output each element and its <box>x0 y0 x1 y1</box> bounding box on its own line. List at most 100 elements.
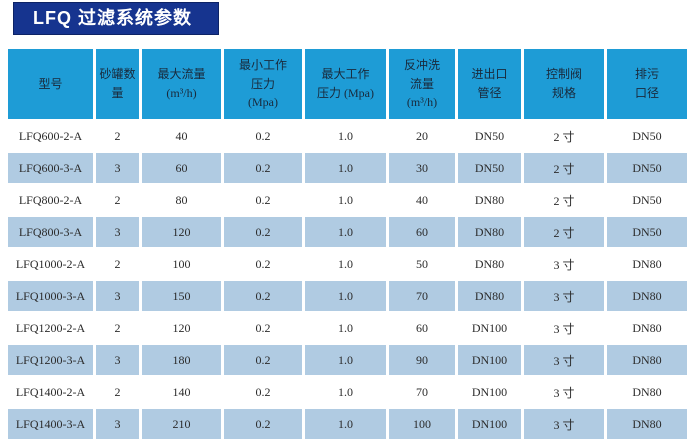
cell-pipe-diameter: DN100 <box>458 377 521 407</box>
cell-valve-spec: 2 寸 <box>524 217 604 247</box>
column-header-model: 型号 <box>8 49 93 119</box>
cell-max-pressure: 1.0 <box>305 313 386 343</box>
cell-min-pressure: 0.2 <box>224 313 302 343</box>
cell-model: LFQ800-3-A <box>8 217 93 247</box>
cell-valve-spec: 3 寸 <box>524 377 604 407</box>
cell-min-pressure: 0.2 <box>224 153 302 183</box>
table-row: LFQ600-3-A 3 60 0.2 1.0 30 DN50 2 寸 DN50 <box>8 153 687 183</box>
table-row: LFQ1200-2-A 2 120 0.2 1.0 60 DN100 3 寸 DN80 <box>8 313 687 343</box>
cell-valve-spec: 3 寸 <box>524 313 604 343</box>
cell-backwash-flow: 70 <box>389 377 455 407</box>
table-row: LFQ1000-3-A 3 150 0.2 1.0 70 DN80 3 寸 DN80 <box>8 281 687 311</box>
column-header-min-pressure: 最小工作 压力 (Mpa) <box>224 49 302 119</box>
cell-pipe-diameter: DN100 <box>458 313 521 343</box>
table-row: LFQ600-2-A 2 40 0.2 1.0 20 DN50 2 寸 DN50 <box>8 121 687 151</box>
cell-valve-spec: 3 寸 <box>524 409 604 439</box>
cell-pipe-diameter: DN50 <box>458 121 521 151</box>
cell-drain-diameter: DN80 <box>607 281 687 311</box>
cell-tank-count: 2 <box>96 313 139 343</box>
cell-max-flow: 80 <box>142 185 221 215</box>
cell-max-pressure: 1.0 <box>305 153 386 183</box>
table-row: LFQ1000-2-A 2 100 0.2 1.0 50 DN80 3 寸 DN80 <box>8 249 687 279</box>
cell-max-flow: 180 <box>142 345 221 375</box>
cell-model: LFQ1000-2-A <box>8 249 93 279</box>
cell-max-flow: 60 <box>142 153 221 183</box>
cell-max-flow: 210 <box>142 409 221 439</box>
cell-valve-spec: 3 寸 <box>524 249 604 279</box>
cell-pipe-diameter: DN80 <box>458 281 521 311</box>
cell-backwash-flow: 20 <box>389 121 455 151</box>
cell-tank-count: 3 <box>96 345 139 375</box>
column-header-pipe-diameter: 进出口 管径 <box>458 49 521 119</box>
cell-max-pressure: 1.0 <box>305 281 386 311</box>
table-body: LFQ600-2-A 2 40 0.2 1.0 20 DN50 2 寸 DN50 LFQ600-3… <box>8 121 687 439</box>
cell-drain-diameter: DN80 <box>607 313 687 343</box>
cell-tank-count: 2 <box>96 121 139 151</box>
cell-min-pressure: 0.2 <box>224 377 302 407</box>
cell-model: LFQ1400-3-A <box>8 409 93 439</box>
cell-valve-spec: 2 寸 <box>524 185 604 215</box>
table-row: LFQ1400-3-A 3 210 0.2 1.0 100 DN100 3 寸 DN80 <box>8 409 687 439</box>
cell-max-flow: 120 <box>142 217 221 247</box>
cell-pipe-diameter: DN80 <box>458 185 521 215</box>
cell-backwash-flow: 60 <box>389 313 455 343</box>
cell-min-pressure: 0.2 <box>224 185 302 215</box>
cell-tank-count: 2 <box>96 249 139 279</box>
cell-valve-spec: 2 寸 <box>524 121 604 151</box>
cell-max-flow: 40 <box>142 121 221 151</box>
cell-min-pressure: 0.2 <box>224 281 302 311</box>
cell-max-pressure: 1.0 <box>305 217 386 247</box>
cell-drain-diameter: DN80 <box>607 409 687 439</box>
cell-valve-spec: 3 寸 <box>524 281 604 311</box>
cell-drain-diameter: DN50 <box>607 185 687 215</box>
table-row: LFQ800-3-A 3 120 0.2 1.0 60 DN80 2 寸 DN50 <box>8 217 687 247</box>
cell-tank-count: 3 <box>96 153 139 183</box>
cell-pipe-diameter: DN80 <box>458 249 521 279</box>
cell-min-pressure: 0.2 <box>224 345 302 375</box>
cell-model: LFQ1400-2-A <box>8 377 93 407</box>
cell-min-pressure: 0.2 <box>224 217 302 247</box>
cell-model: LFQ800-2-A <box>8 185 93 215</box>
cell-model: LFQ1200-2-A <box>8 313 93 343</box>
cell-drain-diameter: DN50 <box>607 153 687 183</box>
cell-model: LFQ600-2-A <box>8 121 93 151</box>
table-row: LFQ1200-3-A 3 180 0.2 1.0 90 DN100 3 寸 DN80 <box>8 345 687 375</box>
table-row: LFQ1400-2-A 2 140 0.2 1.0 70 DN100 3 寸 DN80 <box>8 377 687 407</box>
cell-drain-diameter: DN50 <box>607 217 687 247</box>
column-header-tank-count: 砂罐数 量 <box>96 49 139 119</box>
cell-max-pressure: 1.0 <box>305 409 386 439</box>
cell-backwash-flow: 60 <box>389 217 455 247</box>
cell-backwash-flow: 90 <box>389 345 455 375</box>
cell-pipe-diameter: DN80 <box>458 217 521 247</box>
cell-backwash-flow: 70 <box>389 281 455 311</box>
page-title: LFQ 过滤系统参数 <box>13 2 219 35</box>
cell-max-pressure: 1.0 <box>305 345 386 375</box>
cell-backwash-flow: 40 <box>389 185 455 215</box>
cell-drain-diameter: DN80 <box>607 345 687 375</box>
cell-max-pressure: 1.0 <box>305 377 386 407</box>
cell-max-flow: 150 <box>142 281 221 311</box>
cell-valve-spec: 2 寸 <box>524 153 604 183</box>
cell-max-pressure: 1.0 <box>305 249 386 279</box>
cell-min-pressure: 0.2 <box>224 249 302 279</box>
cell-backwash-flow: 100 <box>389 409 455 439</box>
table-row: LFQ800-2-A 2 80 0.2 1.0 40 DN80 2 寸 DN50 <box>8 185 687 215</box>
cell-drain-diameter: DN80 <box>607 377 687 407</box>
cell-max-pressure: 1.0 <box>305 121 386 151</box>
column-header-drain-diameter: 排污 口径 <box>607 49 687 119</box>
cell-pipe-diameter: DN100 <box>458 345 521 375</box>
cell-tank-count: 3 <box>96 409 139 439</box>
cell-pipe-diameter: DN100 <box>458 409 521 439</box>
cell-backwash-flow: 50 <box>389 249 455 279</box>
cell-max-flow: 100 <box>142 249 221 279</box>
cell-tank-count: 3 <box>96 281 139 311</box>
cell-max-pressure: 1.0 <box>305 185 386 215</box>
header-row: 型号 砂罐数 量最大流量 (m³/h) 最小工作 压力 (Mpa) 最大工作 压力 (… <box>8 49 687 119</box>
cell-min-pressure: 0.2 <box>224 409 302 439</box>
cell-backwash-flow: 30 <box>389 153 455 183</box>
column-header-backwash-flow: 反冲洗 流量 (m³/h) <box>389 49 455 119</box>
parameters-table: 型号 砂罐数 量最大流量 (m³/h) 最小工作 压力 (Mpa) 最大工作 压力 (… <box>5 47 690 441</box>
cell-drain-diameter: DN80 <box>607 249 687 279</box>
cell-pipe-diameter: DN50 <box>458 153 521 183</box>
